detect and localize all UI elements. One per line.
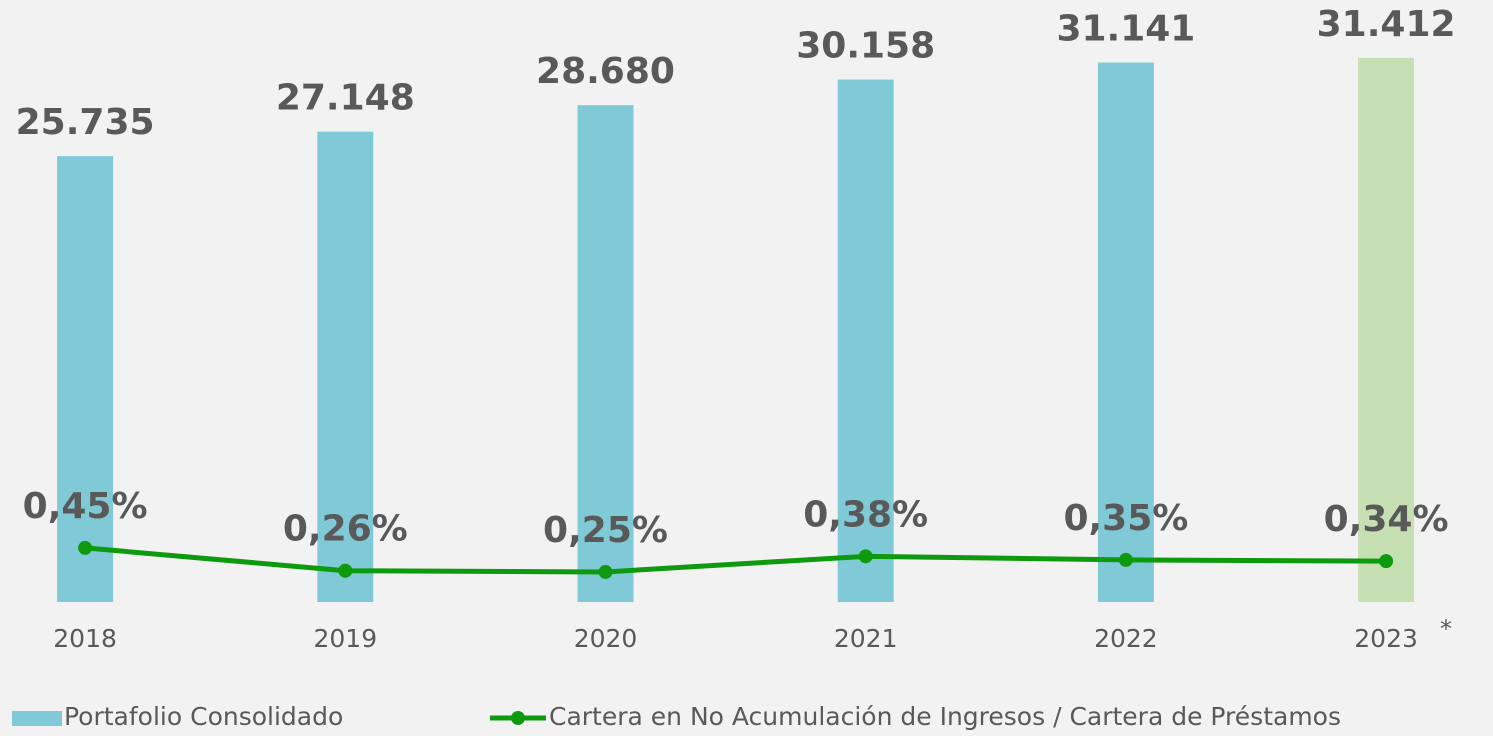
legend-label: Cartera en No Acumulación de Ingresos / …	[549, 702, 1341, 731]
point	[1118, 552, 1133, 567]
data-label: 0,38%	[803, 494, 928, 535]
point	[858, 549, 873, 564]
point	[338, 563, 353, 578]
data-label: 30.158	[796, 26, 935, 67]
annotation: *	[1440, 615, 1452, 643]
point	[598, 564, 613, 579]
bar	[1097, 62, 1154, 603]
x-tick-label: 2018	[53, 624, 117, 653]
bar	[57, 156, 114, 603]
bar	[577, 105, 634, 602]
legend-swatch	[511, 711, 525, 725]
data-label: 0,34%	[1324, 499, 1449, 540]
x-tick-label: 2022	[1094, 624, 1158, 653]
point	[78, 540, 93, 555]
bar	[317, 131, 374, 603]
data-label: 0,35%	[1063, 498, 1188, 539]
point	[1379, 554, 1394, 569]
data-label: 31.141	[1056, 9, 1195, 50]
x-tick-label: 2020	[574, 624, 638, 653]
data-label: 25.735	[16, 102, 155, 143]
data-label: 0,26%	[283, 509, 408, 550]
data-label: 31.412	[1317, 4, 1456, 45]
x-tick-label: 2023	[1354, 624, 1418, 653]
data-label: 0,45%	[23, 486, 148, 527]
bar	[837, 79, 894, 602]
data-label: 0,25%	[543, 510, 668, 551]
line	[84, 545, 1387, 575]
legend-label: Portafolio Consolidado	[64, 702, 343, 731]
legend-swatch	[12, 711, 62, 726]
x-tick-label: 2019	[313, 624, 377, 653]
bar	[1358, 57, 1415, 602]
data-label: 27.148	[276, 78, 415, 119]
x-tick-label: 2021	[834, 624, 898, 653]
data-label: 28.680	[536, 51, 675, 92]
